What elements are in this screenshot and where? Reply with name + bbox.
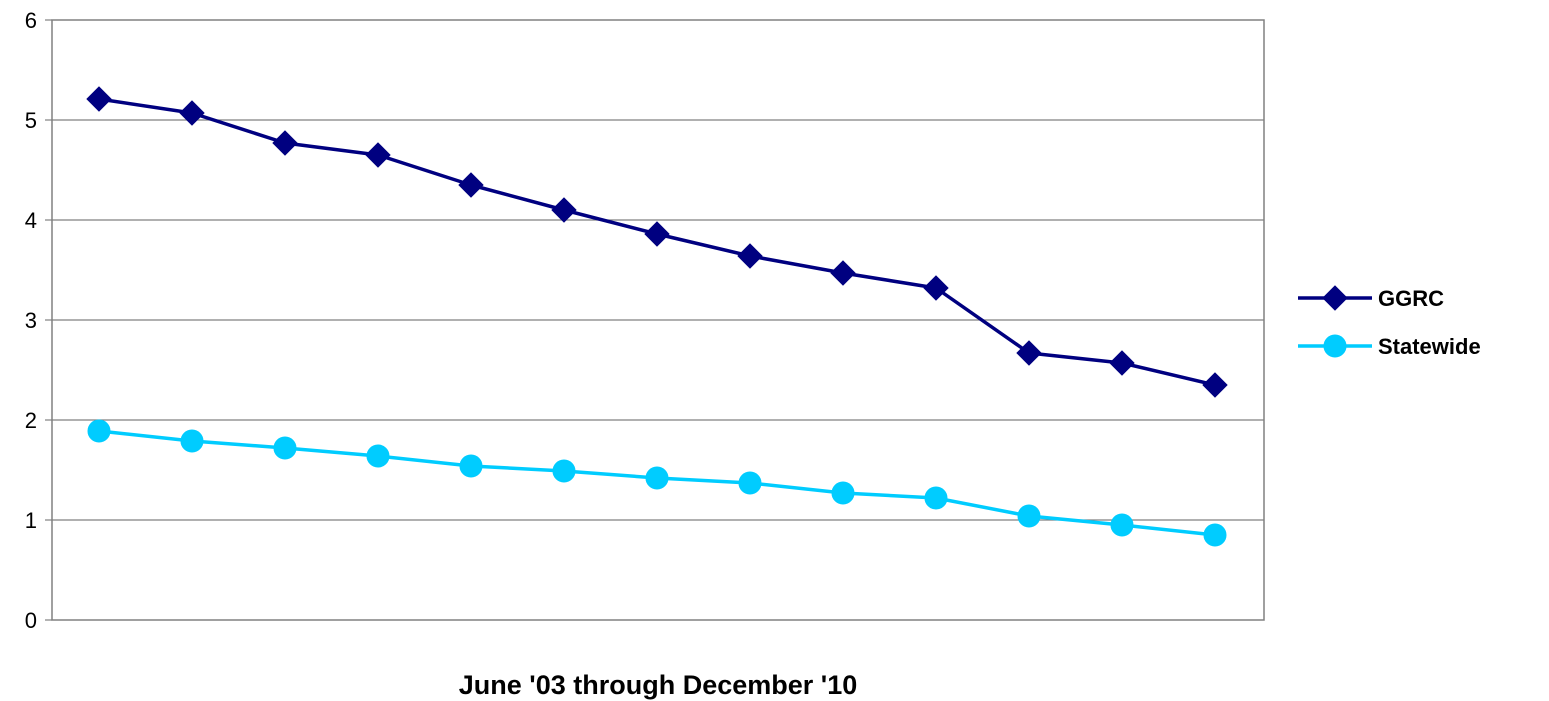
x-axis-label: June '03 through December '10 [459, 670, 857, 700]
data-point-statewide [1203, 523, 1227, 547]
series-lines [86, 86, 1228, 547]
y-axis-ticks: 0 1 2 3 4 5 6 [25, 8, 52, 633]
data-point-ggrc [458, 172, 484, 198]
legend-label-statewide: Statewide [1378, 334, 1481, 359]
series-ggrc [86, 86, 1228, 398]
data-point-ggrc [830, 260, 856, 286]
legend-item-ggrc: GGRC [1298, 285, 1444, 311]
y-tick-label: 2 [25, 408, 37, 433]
data-point-statewide [180, 429, 204, 453]
data-point-ggrc [365, 142, 391, 168]
data-point-statewide [1110, 513, 1134, 537]
data-point-statewide [87, 419, 111, 443]
data-point-statewide [273, 436, 297, 460]
data-point-ggrc [923, 275, 949, 301]
y-tick-label: 3 [25, 308, 37, 333]
y-tick-label: 1 [25, 508, 37, 533]
data-point-ggrc [1016, 340, 1042, 366]
data-point-statewide [366, 444, 390, 468]
gridlines [52, 119, 1264, 521]
data-point-ggrc [272, 130, 298, 156]
legend-marker-ggrc [1322, 285, 1348, 311]
legend-marker-statewide [1323, 334, 1347, 358]
data-point-ggrc [737, 243, 763, 269]
data-point-statewide [645, 466, 669, 490]
legend-label-ggrc: GGRC [1378, 286, 1444, 311]
y-tick-label: 6 [25, 8, 37, 33]
y-tick-label: 4 [25, 208, 37, 233]
data-point-ggrc [1109, 350, 1135, 376]
data-point-ggrc [86, 86, 112, 112]
data-point-ggrc [644, 221, 670, 247]
data-point-ggrc [1202, 372, 1228, 398]
data-point-statewide [924, 486, 948, 510]
data-point-statewide [831, 481, 855, 505]
data-point-statewide [1017, 504, 1041, 528]
y-tick-label: 0 [25, 608, 37, 633]
data-point-statewide [738, 471, 762, 495]
data-point-ggrc [179, 100, 205, 126]
legend-item-statewide: Statewide [1298, 334, 1481, 359]
data-point-statewide [552, 459, 576, 483]
series-statewide [87, 419, 1227, 547]
data-point-ggrc [551, 197, 577, 223]
data-point-statewide [459, 454, 483, 478]
legend: GGRC Statewide [1298, 285, 1481, 359]
y-tick-label: 5 [25, 108, 37, 133]
